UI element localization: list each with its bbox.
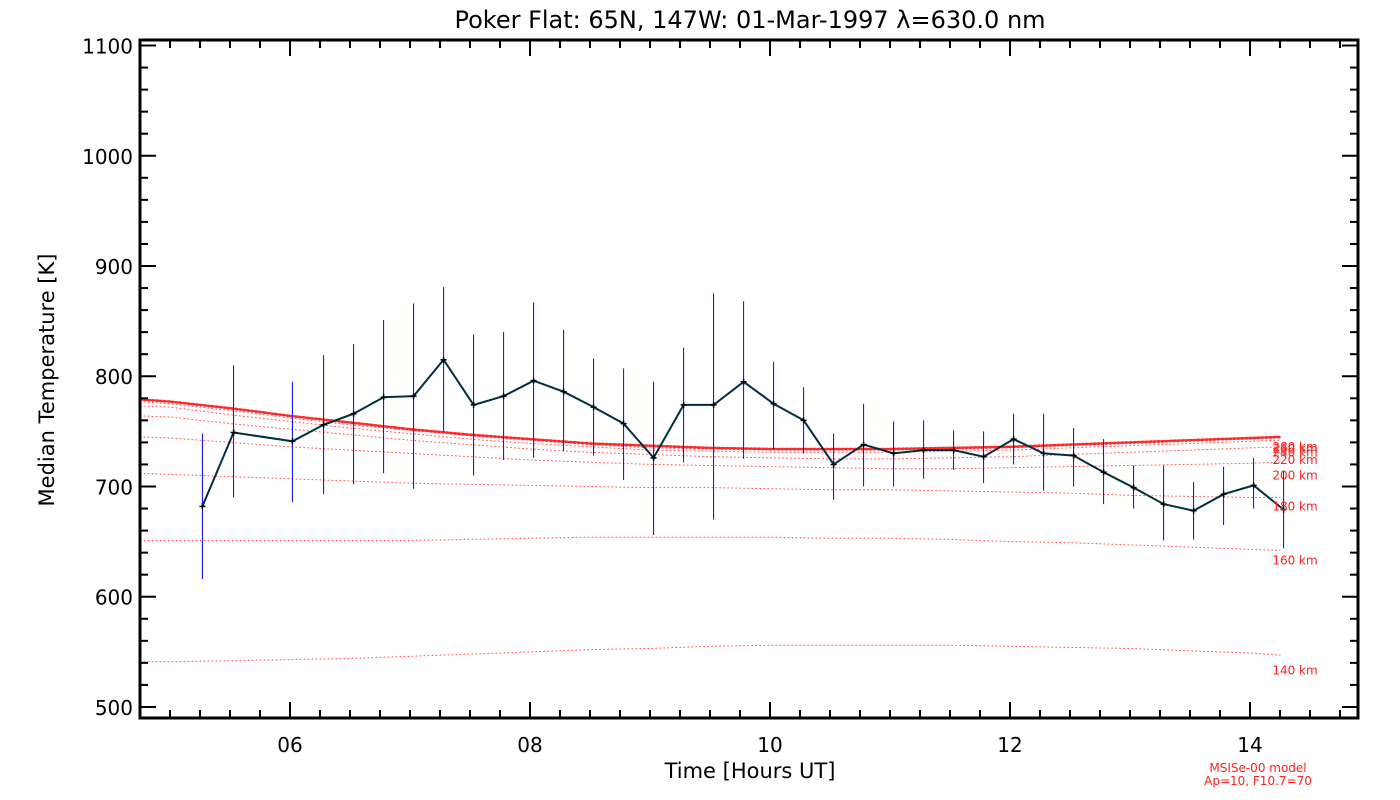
model-label-260-km: 260 km — [1272, 442, 1317, 456]
measured-series — [199, 356, 1287, 514]
data-point — [1040, 450, 1047, 457]
data-point — [650, 454, 657, 461]
model-curve-140-km — [139, 644, 1281, 663]
x-tick-label: 08 — [517, 733, 542, 757]
y-tick-label: 900 — [95, 255, 133, 279]
model-label-240-km: 240 km — [1272, 445, 1317, 459]
data-point — [560, 388, 567, 395]
model-label-180-km: 180 km — [1272, 499, 1317, 513]
measured-line — [201, 358, 1285, 512]
data-point — [380, 394, 387, 401]
chart-title: Poker Flat: 65N, 147W: 01-Mar-1997 λ=630… — [454, 6, 1045, 34]
data-point — [830, 461, 837, 468]
data-point — [230, 429, 237, 436]
data-point — [1070, 452, 1077, 459]
y-tick-label: 1100 — [82, 35, 133, 59]
y-tick-label: 700 — [95, 475, 133, 499]
data-point — [800, 417, 807, 424]
data-point — [770, 400, 777, 407]
model-label-280-km: 280 km — [1272, 440, 1317, 454]
model-note-line-2: Ap=10, F10.7=70 — [1204, 774, 1312, 788]
data-point — [350, 410, 357, 417]
data-point — [1160, 501, 1167, 508]
model-curve-180-km — [139, 472, 1281, 498]
model-curves — [138, 398, 1282, 663]
data-point — [470, 401, 477, 408]
data-point — [860, 441, 867, 448]
model-curve-220-km — [139, 415, 1281, 460]
y-tick-label: 800 — [95, 365, 133, 389]
model-curve-240-km — [139, 405, 1281, 453]
data-point — [590, 404, 597, 411]
data-point — [1190, 507, 1197, 514]
y-tick-label: 1000 — [82, 145, 133, 169]
model-curve-280-km — [138, 398, 1282, 451]
data-point — [1250, 482, 1257, 489]
model-label-140-km: 140 km — [1272, 664, 1317, 678]
data-point — [1100, 469, 1107, 476]
data-point — [890, 450, 897, 457]
x-tick-label: 06 — [277, 733, 302, 757]
data-point — [320, 421, 327, 428]
data-point — [410, 393, 417, 400]
x-tick-label: 12 — [997, 733, 1022, 757]
data-point — [710, 401, 717, 408]
data-point — [950, 447, 957, 454]
data-point — [1280, 506, 1287, 513]
data-point — [530, 377, 537, 384]
x-tick-label: 10 — [757, 733, 782, 757]
x-tick-label: 14 — [1237, 733, 1262, 757]
data-point — [440, 356, 447, 363]
data-point — [740, 378, 747, 385]
model-label-200-km: 200 km — [1272, 468, 1317, 482]
model-label-220-km: 220 km — [1272, 453, 1317, 467]
y-tick-label: 500 — [95, 696, 133, 720]
data-point — [199, 503, 206, 510]
data-point — [500, 393, 507, 400]
axes: 06 08 10 12 14 500 600 700 800 900 1000 1100 — [82, 35, 1360, 757]
data-point — [920, 447, 927, 454]
model-note-line-1: MSISe-00 model — [1209, 761, 1306, 775]
y-axis-label: Median Temperature [K] — [35, 254, 59, 507]
data-point — [1220, 491, 1227, 498]
data-point — [1130, 484, 1137, 491]
data-point — [289, 438, 296, 445]
data-point — [1010, 436, 1017, 443]
error-bars — [201, 286, 1285, 580]
data-point — [680, 401, 687, 408]
model-label-160-km: 160 km — [1272, 553, 1317, 567]
plot-frame — [138, 38, 1360, 720]
model-curve-160-km — [139, 536, 1281, 551]
x-axis-label: Time [Hours UT] — [664, 759, 836, 783]
data-point — [980, 453, 987, 460]
data-point — [620, 420, 627, 427]
y-tick-label: 600 — [95, 586, 133, 610]
model-curve-200-km — [139, 436, 1281, 470]
